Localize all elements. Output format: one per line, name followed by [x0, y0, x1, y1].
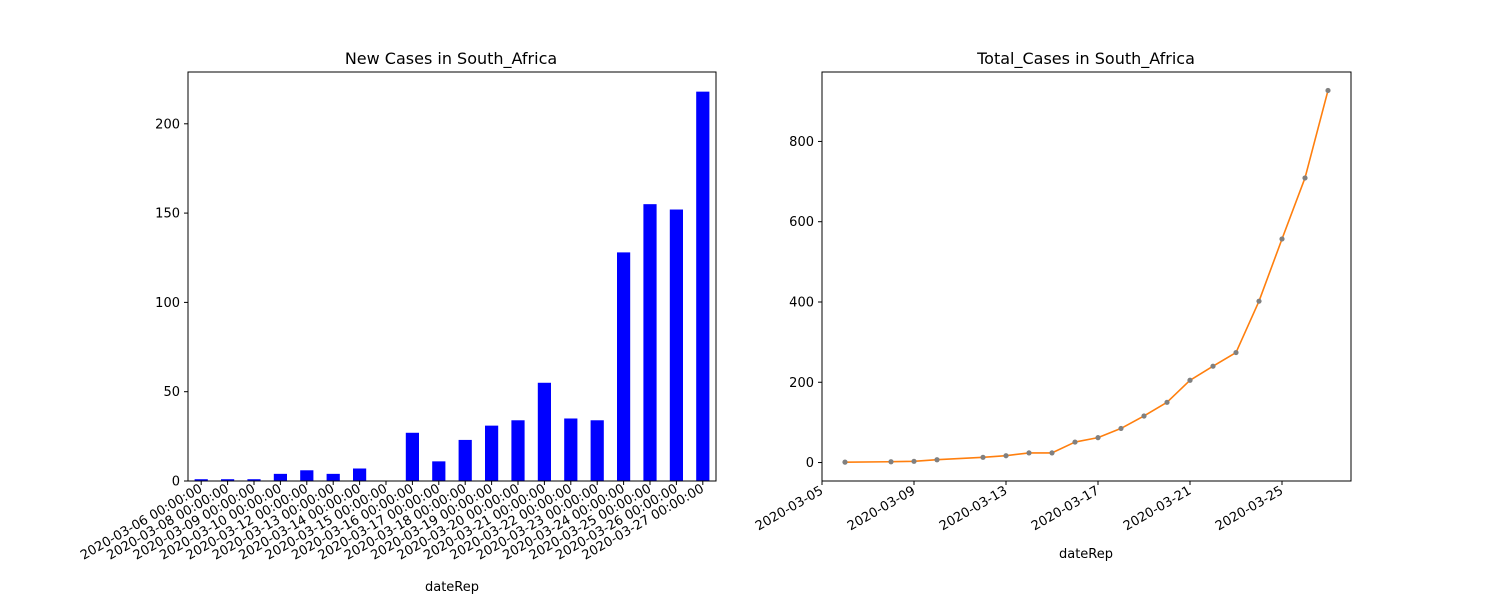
- line-chart-title: Total_Cases in South_Africa: [976, 49, 1195, 69]
- bar: [353, 468, 367, 481]
- data-point: [1164, 399, 1170, 405]
- y-tick-label: 50: [163, 385, 180, 400]
- bar: [590, 420, 604, 481]
- bar: [485, 425, 499, 481]
- bar-chart-title: New Cases in South_Africa: [345, 49, 557, 69]
- bar-chart-x-label: dateRep: [425, 580, 479, 595]
- data-point: [1072, 439, 1078, 445]
- bar-chart-frame: [187, 71, 717, 482]
- bar: [300, 470, 314, 481]
- y-tick-label: 0: [172, 475, 180, 490]
- bar: [405, 432, 419, 481]
- data-point: [1095, 435, 1101, 441]
- bar: [194, 479, 208, 481]
- y-tick-label: 100: [155, 296, 180, 311]
- data-point: [888, 459, 894, 465]
- bar: [696, 91, 710, 481]
- data-point: [980, 454, 986, 460]
- data-point: [1325, 87, 1331, 94]
- bar: [432, 461, 446, 481]
- line-chart-x-label: dateRep: [1059, 547, 1113, 562]
- series-line: [844, 90, 1329, 463]
- y-tick-label: 600: [789, 215, 814, 230]
- data-point: [1026, 450, 1032, 456]
- data-point: [842, 459, 848, 465]
- line-chart-y-axis: 0 200 400 600 800: [789, 135, 822, 471]
- bar: [273, 473, 287, 481]
- data-point: [911, 458, 917, 464]
- bar: [458, 439, 472, 481]
- line-chart-frame: [821, 71, 1352, 482]
- bar: [643, 204, 657, 481]
- data-point: [1187, 377, 1193, 383]
- bar: [669, 209, 683, 481]
- y-tick-label: 400: [789, 295, 814, 310]
- data-point: [1210, 363, 1216, 369]
- bar-series: [194, 91, 710, 481]
- data-point: [1279, 236, 1285, 242]
- bar: [326, 473, 340, 481]
- data-point: [1233, 349, 1239, 356]
- line-series: [842, 87, 1331, 465]
- data-point: [1256, 298, 1262, 304]
- data-point: [1003, 453, 1009, 459]
- bar: [247, 479, 261, 481]
- y-tick-label: 200: [155, 117, 180, 132]
- bar: [564, 418, 578, 481]
- bar: [617, 252, 631, 481]
- data-point: [1141, 413, 1147, 419]
- bar: [511, 420, 525, 481]
- data-point: [1302, 175, 1308, 181]
- y-tick-label: 0: [806, 456, 814, 471]
- data-point: [1118, 425, 1124, 432]
- bar-chart-y-axis: 0 50 100 150 200: [155, 117, 188, 490]
- y-tick-label: 800: [789, 135, 814, 150]
- y-tick-label: 200: [789, 376, 814, 391]
- bar: [221, 479, 235, 481]
- y-tick-label: 150: [155, 207, 180, 222]
- data-point: [934, 457, 940, 463]
- data-point: [1049, 450, 1055, 456]
- bar: [537, 382, 551, 481]
